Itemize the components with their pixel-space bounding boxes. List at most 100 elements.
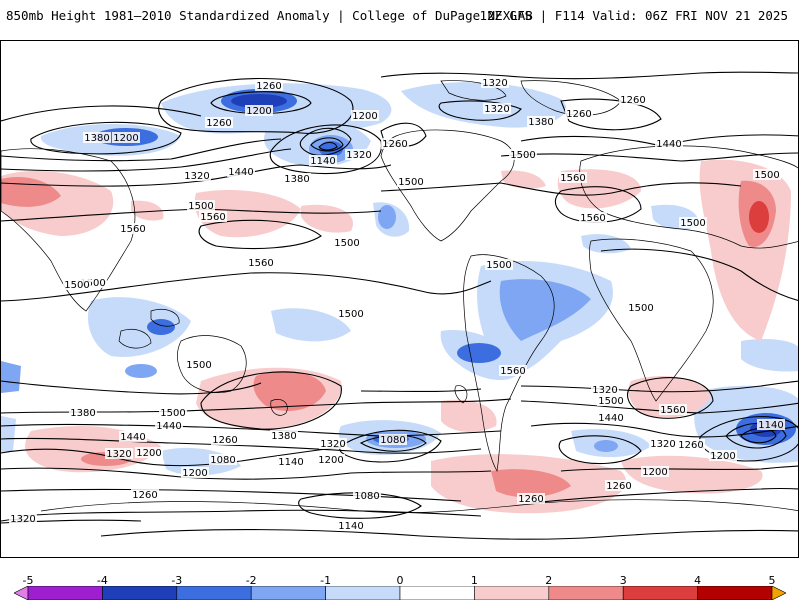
contour-label: 1260 xyxy=(256,81,281,92)
colorbar-tick-label: 4 xyxy=(694,574,702,587)
colorbar-tick-label: 5 xyxy=(768,574,776,587)
contour-label: 1380 xyxy=(284,174,309,185)
contour-label: 1440 xyxy=(156,421,181,432)
contour-label-bg xyxy=(187,200,215,211)
continent-outline xyxy=(177,335,247,393)
colorbar-tick-label: -5 xyxy=(22,574,34,587)
contour-label-bg xyxy=(119,223,147,234)
contour-label-bg xyxy=(351,110,379,121)
weather-map[interactable]: 1260 1320 1260 1200 1260 1380 1200 1320 1440 1380… xyxy=(0,40,799,558)
anomaly-positive-region xyxy=(131,200,164,221)
contour-label-bg xyxy=(337,520,365,531)
contour-label: 1320 xyxy=(184,171,209,182)
continent-outline xyxy=(270,399,288,416)
continent-outline xyxy=(440,80,507,101)
contour-label-bg xyxy=(211,434,239,445)
contour-label: 1440 xyxy=(656,139,681,150)
anomaly-negative-region xyxy=(499,279,591,341)
contour-line xyxy=(1,467,492,480)
contour-label: 1320 xyxy=(320,439,345,450)
contour-line xyxy=(310,137,344,152)
colorbar-extend-low xyxy=(14,586,29,600)
contour-line xyxy=(299,127,352,156)
contour-line xyxy=(210,91,312,114)
contour-label: 1200 xyxy=(710,451,735,462)
contour-label: 1320 xyxy=(482,78,507,89)
colorbar-segment xyxy=(102,586,178,600)
anomaly-negative-region xyxy=(1,416,16,453)
contour-label-bg xyxy=(131,489,159,500)
contour-label-bg xyxy=(649,438,677,449)
contour-line xyxy=(158,78,354,134)
contour-label: 1500 xyxy=(486,260,511,271)
contour-line xyxy=(30,121,182,155)
contour-label-bg xyxy=(619,94,647,105)
colorbar-segment xyxy=(622,586,698,600)
contour-label: 1080 xyxy=(210,455,235,466)
contour-label: 1500 xyxy=(64,280,89,291)
colorbar-extend-high xyxy=(771,586,786,600)
contour-label: 1200 xyxy=(182,468,207,479)
colorbar xyxy=(14,586,786,600)
contour-line xyxy=(740,427,777,444)
contour-label: 1500 xyxy=(160,408,185,419)
contour-label-bg xyxy=(255,80,283,91)
anomaly-negative-region xyxy=(231,94,287,108)
continent-outline xyxy=(520,80,622,116)
contour-line xyxy=(1,272,492,302)
colorbar-segment xyxy=(697,586,773,600)
contour-label-bg xyxy=(247,257,275,268)
continent-outline xyxy=(1,148,136,312)
contour-label-bg xyxy=(627,302,655,313)
contour-line xyxy=(380,71,798,80)
contour-line xyxy=(1,446,342,467)
colorbar-segment xyxy=(399,586,475,600)
contour-label: 1560 xyxy=(580,213,605,224)
contour-label: 1260 xyxy=(620,95,645,106)
contour-labels: 1260 1320 1260 1200 1260 1380 1200 1320 1440 1380… xyxy=(9,77,785,532)
contour-label-bg xyxy=(381,138,409,149)
contour-label: 1260 xyxy=(566,109,591,120)
colorbar-segment xyxy=(27,586,103,600)
anomaly-negative-region xyxy=(87,297,191,357)
contour-line xyxy=(725,422,787,449)
contour-label-bg xyxy=(757,419,785,430)
anomaly-negative-region xyxy=(147,319,175,335)
contour-label-bg xyxy=(183,170,211,181)
contour-label-bg xyxy=(283,173,311,184)
continent-outline xyxy=(589,238,714,402)
contour-line xyxy=(100,529,798,540)
contour-label: 1560 xyxy=(660,405,685,416)
contour-line xyxy=(560,465,798,472)
colorbar-segment xyxy=(250,586,326,600)
contour-label: 1380 xyxy=(70,408,95,419)
contour-label-bg xyxy=(559,172,587,183)
contour-line xyxy=(560,98,662,131)
contour-label-bg xyxy=(309,155,337,166)
contour-label: 1500 xyxy=(598,396,623,407)
contour-label-bg xyxy=(597,395,625,406)
contour-label: 1500 xyxy=(186,360,211,371)
contour-label-bg xyxy=(591,384,619,395)
colorbar-tick-label: 3 xyxy=(619,574,627,587)
contour-label: 1560 xyxy=(500,366,525,377)
contour-label-bg xyxy=(509,149,537,160)
contour-label-bg xyxy=(565,108,593,119)
continent-outline xyxy=(380,129,515,242)
contour-label: 1500 xyxy=(510,150,535,161)
contour-label: 1380 xyxy=(271,431,296,442)
contour-label-bg xyxy=(9,513,37,524)
model-run-info: 12Z GFS | F114 Valid: 06Z FRI NOV 21 202… xyxy=(479,8,788,23)
contour-label-bg xyxy=(753,169,781,180)
contour-line xyxy=(1,148,292,172)
contour-line xyxy=(200,371,342,430)
anomaly-negative-region xyxy=(378,205,396,229)
contour-label: 1260 xyxy=(206,118,231,129)
contour-label-bg xyxy=(499,365,527,376)
contour-line xyxy=(627,377,714,419)
contour-label-bg xyxy=(135,447,163,458)
contour-label: 1500 xyxy=(188,201,213,212)
continent-outline xyxy=(463,254,555,473)
contour-label: 1140 xyxy=(278,457,303,468)
contour-label-bg xyxy=(579,212,607,223)
